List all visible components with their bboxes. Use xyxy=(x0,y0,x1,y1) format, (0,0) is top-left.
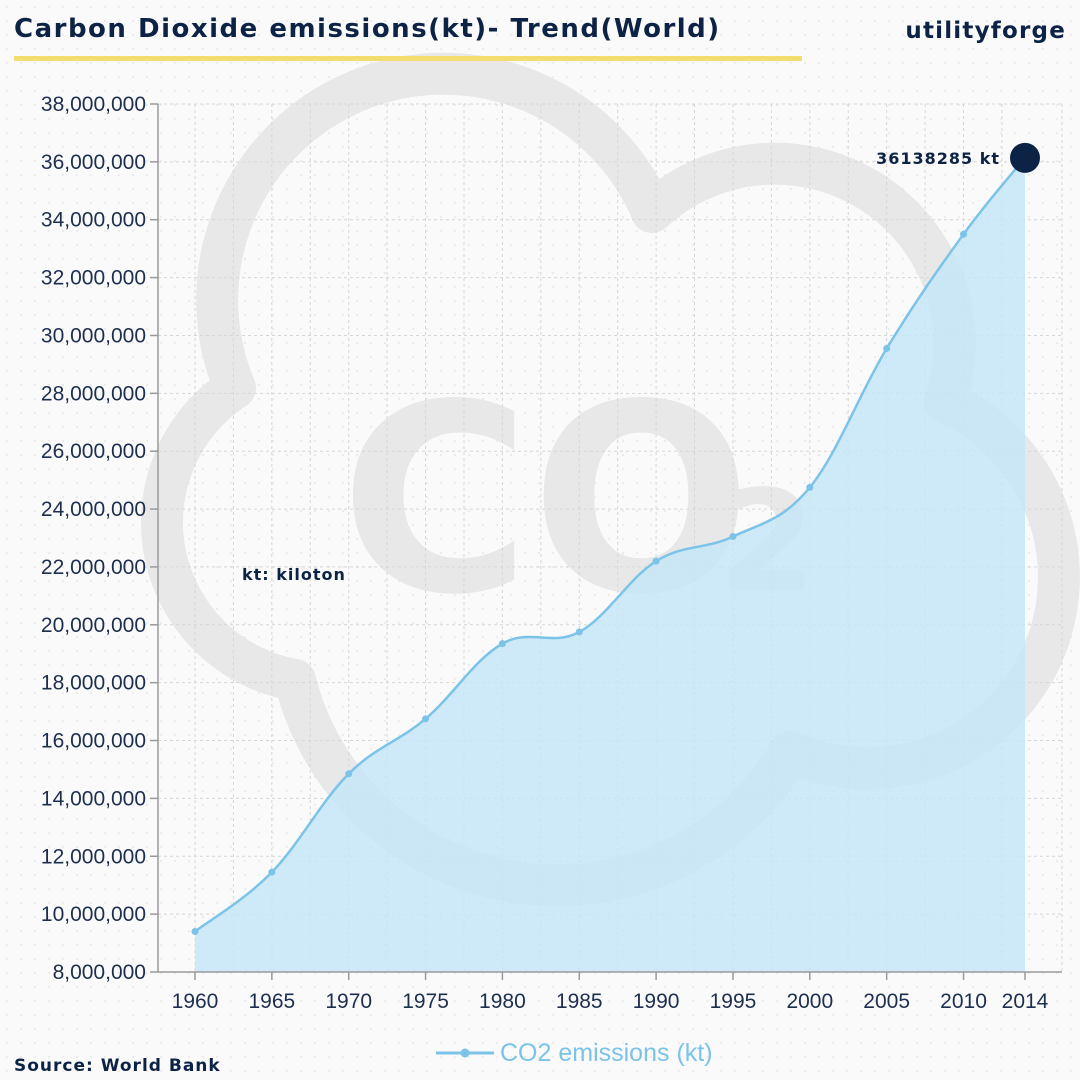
data-point xyxy=(345,770,353,778)
data-point xyxy=(191,927,199,935)
y-tick-label: 34,000,000 xyxy=(41,209,146,232)
x-tick-label: 2005 xyxy=(863,990,910,1013)
data-point xyxy=(806,483,814,491)
y-tick-label: 28,000,000 xyxy=(41,382,146,405)
series-line-co2 xyxy=(194,157,1026,933)
x-tick-label: 1980 xyxy=(479,990,526,1013)
data-point xyxy=(729,533,737,541)
y-tick-label: 8,000,000 xyxy=(53,961,146,984)
data-point xyxy=(883,344,891,352)
x-tick-label: 1995 xyxy=(710,990,757,1013)
highlight-data-point xyxy=(1010,142,1040,173)
area-fill xyxy=(195,157,1025,973)
x-tick-label: 1960 xyxy=(172,990,219,1013)
y-tick-label: 14,000,000 xyxy=(41,787,146,810)
y-tick-label: 24,000,000 xyxy=(41,498,146,521)
brand-logo[interactable]: utilityforge xyxy=(905,18,1066,44)
x-tick-label: 1985 xyxy=(556,990,603,1013)
last-value-annotation: 36138285 kt xyxy=(876,149,1000,168)
data-point xyxy=(960,230,968,238)
y-tick-label: 18,000,000 xyxy=(41,672,146,695)
data-point xyxy=(652,557,660,565)
x-tick-label: 1965 xyxy=(248,990,295,1013)
y-tick-label: 22,000,000 xyxy=(41,556,146,579)
axes: 8,000,000 10,000,000 12,000,000 14,000,000 1… xyxy=(41,93,1062,1013)
y-tick-label: 26,000,000 xyxy=(41,440,146,463)
chart-title: Carbon Dioxide emissions(kt)- Trend(Worl… xyxy=(14,14,721,44)
x-tick-label: 1970 xyxy=(325,990,372,1013)
legend-entry-label[interactable]: CO2 emissions (kt) xyxy=(500,1039,713,1067)
y-tick-label: 36,000,000 xyxy=(41,151,146,174)
y-tick-label: 32,000,000 xyxy=(41,267,146,290)
x-tick-label: 1975 xyxy=(402,990,449,1013)
data-point xyxy=(498,640,506,648)
data-point xyxy=(575,628,583,636)
source-note: Source: World Bank xyxy=(14,1056,221,1076)
y-tick-label: 12,000,000 xyxy=(41,845,146,868)
y-tick-label: 10,000,000 xyxy=(41,903,146,926)
x-tick-label: 2014 xyxy=(1002,990,1049,1013)
x-tick-label: 1990 xyxy=(633,990,680,1013)
y-tick-label: 38,000,000 xyxy=(41,93,146,116)
y-tick-label: 20,000,000 xyxy=(41,614,146,637)
legend: CO2 emissions (kt) xyxy=(436,1039,713,1067)
x-tick-label: 2000 xyxy=(786,990,833,1013)
y-tick-label: 30,000,000 xyxy=(41,324,146,347)
cloud-watermark-icon xyxy=(141,52,1080,907)
legend-marker xyxy=(460,1048,470,1058)
data-point xyxy=(422,715,430,723)
data-point xyxy=(268,868,276,876)
y-tick-label: 16,000,000 xyxy=(41,730,146,753)
title-underline xyxy=(14,56,802,61)
x-tick-label: 2010 xyxy=(940,990,987,1013)
unit-note-annotation: kt: kiloton xyxy=(242,565,346,584)
